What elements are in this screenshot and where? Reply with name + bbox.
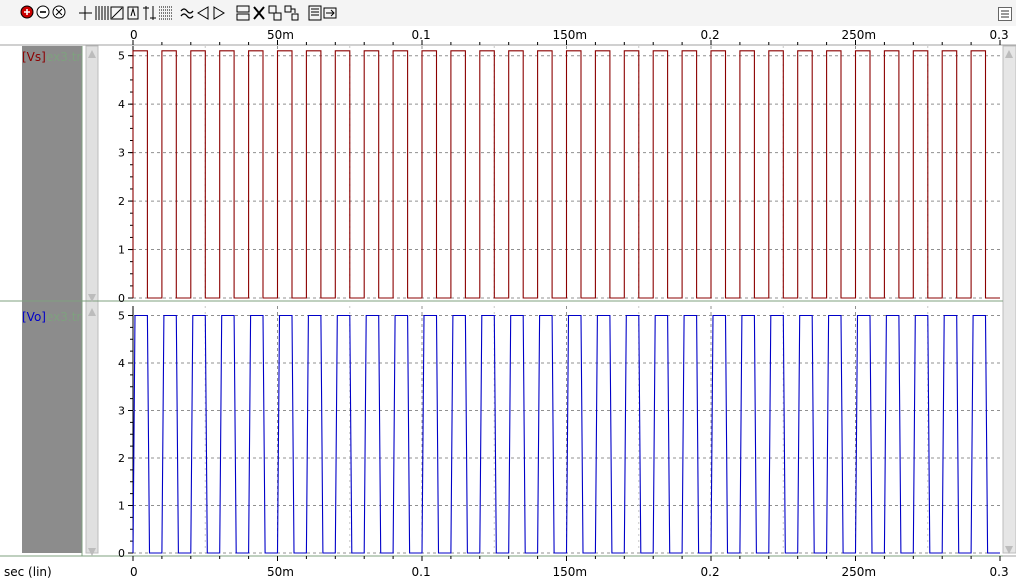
vs-y-tick-label: 0 — [118, 292, 125, 305]
label-column — [0, 46, 22, 553]
split-icon[interactable] — [284, 5, 299, 21]
stack-icon[interactable] — [236, 5, 251, 21]
vo-y-tick-label: 2 — [118, 452, 125, 465]
export-icon[interactable] — [308, 5, 338, 21]
marker-icon[interactable] — [126, 5, 141, 21]
delete-icon[interactable] — [252, 5, 267, 21]
top-x-tick-label: 50m — [267, 28, 294, 42]
left-gray-panel — [22, 46, 82, 553]
vo-series-label: [Vo] — [22, 310, 46, 324]
scroll-down-icon — [88, 294, 96, 302]
x-axis-label: sec (lin) — [4, 565, 52, 579]
crosshair-grid-icon[interactable] — [158, 5, 173, 21]
grid-icon[interactable] — [94, 5, 109, 21]
waveform-icon[interactable] — [180, 5, 195, 21]
vs-series-label: [Vs] — [22, 50, 46, 64]
measure-vertical-icon[interactable] — [142, 5, 157, 21]
zoom-in-icon[interactable] — [20, 5, 35, 21]
bottom-x-tick-label: 0.1 — [412, 565, 431, 579]
bottom-x-tick-label: 150m — [553, 565, 588, 579]
vs-series-file: ex3.tr — [46, 50, 81, 64]
vo-y-tick-label: 3 — [118, 405, 125, 418]
vs-y-tick-label: 5 — [118, 50, 125, 63]
vo-y-tick-label: 4 — [118, 357, 125, 370]
measure-icon[interactable] — [110, 5, 125, 21]
scroll-up-icon — [88, 50, 96, 58]
top-x-tick-label: 0.2 — [701, 28, 720, 42]
bottom-x-tick-label: 250m — [842, 565, 877, 579]
right-scroll-up-icon — [1005, 50, 1013, 58]
menu-icon[interactable] — [998, 6, 1012, 21]
cursor-icon[interactable] — [78, 5, 93, 21]
bottom-x-tick-label: 0.2 — [701, 565, 720, 579]
right-scroll-down-icon — [1005, 546, 1013, 554]
prev-icon[interactable] — [196, 5, 211, 21]
top-x-tick-label: 250m — [842, 28, 877, 42]
vo-y-tick-label: 1 — [118, 500, 125, 513]
vo-series-file: ex3.tr — [46, 310, 81, 324]
vs-y-tick-label: 3 — [118, 147, 125, 160]
vo-y-tick-label: 0 — [118, 547, 125, 560]
top-x-tick-label: 0.3 — [990, 28, 1009, 42]
overlay-icon[interactable] — [268, 5, 283, 21]
bottom-x-tick-label: 50m — [267, 565, 294, 579]
top-axis-bar — [0, 26, 1016, 45]
vs-y-tick-label: 4 — [118, 98, 125, 111]
vo-waveform — [132, 314, 1000, 554]
zoom-out-icon[interactable] — [36, 5, 51, 21]
vs-y-tick-label: 1 — [118, 244, 125, 257]
zoom-fit-icon[interactable] — [52, 5, 67, 21]
top-x-tick-label: 150m — [553, 28, 588, 42]
right-scrollbar — [1002, 45, 1016, 554]
bottom-x-tick-label: 0 — [130, 565, 138, 579]
vs-waveform — [132, 50, 1000, 299]
toolbar — [0, 0, 1016, 27]
top-x-tick-label: 0.1 — [412, 28, 431, 42]
next-icon[interactable] — [212, 5, 227, 21]
bottom-axis-bar — [0, 556, 1016, 581]
bottom-x-tick-label: 0.3 — [990, 565, 1009, 579]
top-x-tick-label: 0 — [130, 28, 138, 42]
scroll-down-icon-2 — [88, 548, 96, 556]
vo-y-tick-label: 5 — [118, 310, 125, 323]
scroll-up-icon-2 — [88, 308, 96, 316]
vs-y-tick-label: 2 — [118, 195, 125, 208]
